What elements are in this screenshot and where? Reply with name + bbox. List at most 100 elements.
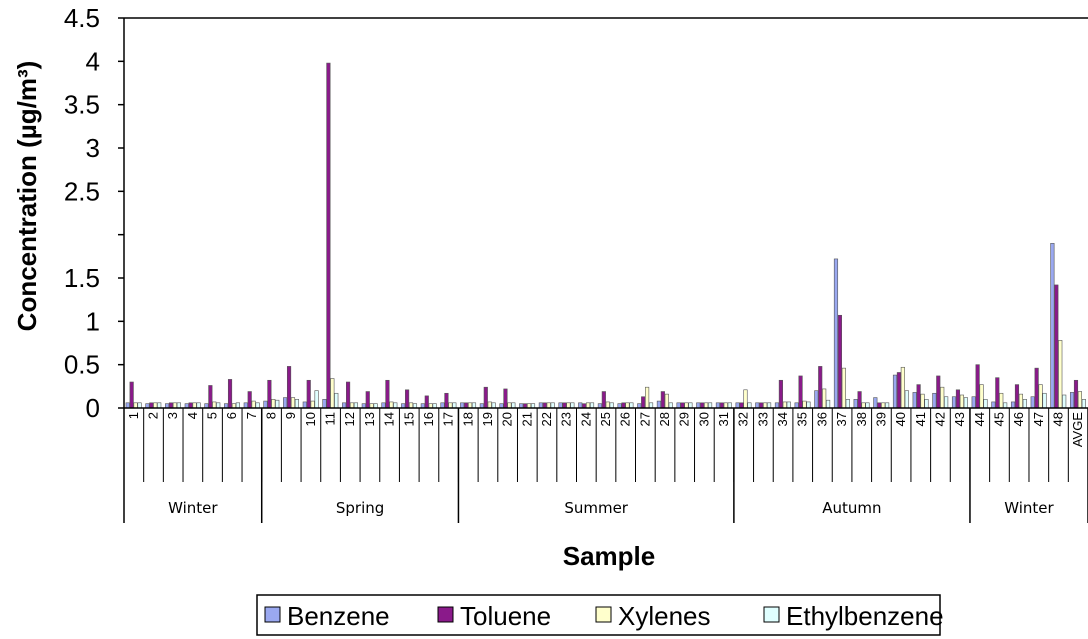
bar-xylenes-18 [467, 402, 473, 409]
legend-label-toluene: Toluene [460, 601, 551, 631]
y-axis-title: Concentration (µg/m³) [12, 61, 42, 332]
bar-ethylbenzene-27 [648, 402, 654, 409]
bar-toluene-32 [739, 402, 744, 409]
x-axis: 1 2 3 4 5 6 7 8 9 10 11 12 13 14 15 16 17 18 19 20 21 22 23 24 2… [123, 407, 1088, 523]
bar-benzene-39 [873, 397, 878, 409]
bar-ethylbenzene-36 [826, 399, 831, 409]
x-tick-label: 3 [165, 412, 180, 419]
bar-xylenes-33 [763, 402, 768, 409]
bar-benzene-37 [833, 258, 839, 409]
x-tick-label: 32 [736, 412, 751, 426]
season-label: Winter [168, 499, 218, 517]
bar-ethylbenzene-42 [944, 396, 949, 409]
bar-ethylbenzene-6 [235, 402, 240, 409]
bar-toluene-34 [778, 379, 783, 409]
y-tick-label: 2.5 [64, 176, 100, 206]
bar-ethylbenzene-30 [707, 402, 713, 409]
bar-ethylbenzene-3 [176, 402, 181, 409]
y-tick-label: 0.5 [64, 350, 100, 380]
bar-xylenes-25 [605, 401, 610, 409]
bar-ethylbenzene-avge [1081, 399, 1086, 409]
x-tick-label: 4 [185, 412, 200, 419]
bar-xylenes-2 [153, 402, 158, 409]
bar-benzene-48 [1050, 243, 1055, 409]
bar-xylenes-19 [487, 401, 492, 409]
bar-benzene-14 [381, 402, 386, 409]
x-tick-label: 42 [932, 412, 947, 426]
bar-ethylbenzene-39 [885, 402, 890, 409]
x-tick-label: 21 [519, 412, 534, 426]
bar-xylenes-47 [1038, 384, 1043, 409]
bar-toluene-1 [129, 381, 134, 409]
bar-benzene-46 [1010, 401, 1016, 409]
bar-ethylbenzene-14 [393, 402, 398, 409]
bar-benzene-18 [460, 402, 465, 409]
bar-ethylbenzene-48 [1062, 394, 1067, 409]
bar-xylenes-8 [271, 399, 276, 409]
bar-toluene-26 [621, 402, 626, 409]
bar-ethylbenzene-33 [767, 402, 772, 409]
x-tick-label: 1 [126, 412, 141, 419]
bar-toluene-41 [916, 384, 921, 409]
x-tick-label: 46 [1011, 412, 1026, 426]
bar-toluene-5 [208, 385, 213, 409]
bar-ethylbenzene-22 [550, 402, 555, 409]
x-tick-label: 11 [323, 412, 338, 426]
bar-xylenes-39 [881, 402, 886, 409]
x-tick-label: 47 [1031, 412, 1046, 426]
bar-toluene-16 [424, 395, 429, 409]
bar-xylenes-45 [999, 392, 1004, 409]
x-tick-label: 20 [500, 412, 515, 426]
bar-toluene-17 [444, 392, 449, 409]
legend-label-xylenes: Xylenes [618, 601, 711, 631]
bar-ethylbenzene-40 [904, 390, 909, 409]
bar-toluene-44 [975, 364, 980, 409]
x-tick-label: 33 [755, 412, 770, 426]
bar-ethylbenzene-10 [314, 390, 319, 409]
y-tick-label: 4.5 [64, 3, 100, 33]
bar-xylenes-44 [979, 384, 984, 409]
bar-xylenes-15 [408, 402, 414, 409]
bar-xylenes-31 [723, 402, 728, 409]
bar-toluene-25 [601, 391, 606, 409]
bar-benzene-31 [715, 402, 720, 409]
x-tick-label: 31 [716, 412, 731, 426]
bar-benzene-30 [696, 402, 701, 409]
bar-ethylbenzene-47 [1042, 392, 1047, 409]
x-tick-label: 39 [873, 412, 888, 426]
bar-toluene-15 [405, 389, 410, 409]
x-tick-label: 40 [893, 412, 908, 426]
bar-xylenes-48 [1058, 340, 1063, 409]
x-tick-label: 15 [401, 412, 416, 426]
bar-benzene-47 [1030, 396, 1035, 409]
x-tick-label: 6 [224, 412, 239, 419]
bar-benzene-24 [578, 402, 583, 409]
bar-xylenes-14 [389, 401, 394, 409]
bar-ethylbenzene-32 [747, 402, 752, 409]
bar-ethylbenzene-17 [452, 402, 457, 409]
bar-benzene-40 [892, 374, 898, 409]
bar-ethylbenzene-2 [157, 402, 162, 409]
y-tick-label: 0 [86, 393, 100, 423]
bar-xylenes-38 [861, 402, 866, 409]
bar-xylenes-7 [251, 400, 256, 409]
bar-xylenes-35 [802, 400, 807, 409]
bar-benzene-8 [263, 400, 268, 409]
legend-swatch-toluene [437, 606, 454, 623]
y-tick-label: 1 [86, 306, 100, 336]
bar-ethylbenzene-29 [688, 402, 693, 409]
bar-ethylbenzene-28 [668, 402, 673, 409]
bar-xylenes-28 [664, 393, 669, 409]
bar-toluene-37 [837, 314, 842, 409]
bar-xylenes-36 [822, 388, 827, 409]
x-tick-label: 27 [637, 412, 652, 426]
x-tick-label: 19 [480, 412, 495, 426]
bar-xylenes-32 [743, 389, 748, 409]
x-tick-label: 41 [913, 412, 928, 426]
bar-benzene-17 [440, 402, 445, 409]
bar-ethylbenzene-8 [275, 399, 280, 409]
x-tick-label: 13 [362, 412, 377, 426]
x-tick-label: 7 [244, 412, 259, 419]
bar-toluene-38 [857, 391, 862, 409]
x-tick-label: 17 [441, 412, 456, 426]
